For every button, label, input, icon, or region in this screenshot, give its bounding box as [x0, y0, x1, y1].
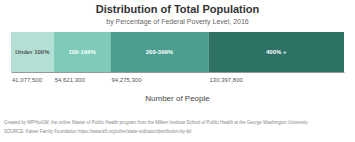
segment-name: 200-399%	[146, 49, 174, 55]
data-label: 94,275,300	[111, 77, 142, 83]
footnote: Created by MPHtoGW, the online Master of…	[4, 120, 308, 125]
title: Distribution of Total Population	[96, 3, 260, 15]
bar-segment	[54, 32, 111, 72]
data-label: 130,397,800	[209, 77, 243, 83]
segment-name: 100-199%	[68, 49, 96, 55]
data-label: 54,621,300	[55, 77, 86, 83]
x-axis	[12, 72, 345, 73]
data-labels: 41,077,500 54,621,300 94,275,300 130,397,80…	[12, 77, 243, 83]
bar-segment	[110, 32, 208, 72]
bar-segment	[11, 32, 54, 72]
segment-name: Under 100%	[15, 49, 50, 55]
subtitle: by Percentage of Federal Poverty Level, …	[106, 18, 249, 26]
data-label: 41,077,500	[12, 77, 43, 83]
x-axis-title: Number of People	[145, 94, 210, 103]
bars	[11, 32, 344, 72]
footnote: SOURCE: Kaiser Family Foundation https:/…	[4, 129, 191, 134]
chart: Distribution of Total Population by Perce…	[0, 0, 355, 142]
x-axis-domain	[12, 72, 345, 73]
segment-labels: Under 100% 100-199% 200-399% 400% +	[15, 49, 287, 55]
bar-segment	[208, 32, 344, 72]
segment-name: 400% +	[266, 49, 287, 55]
